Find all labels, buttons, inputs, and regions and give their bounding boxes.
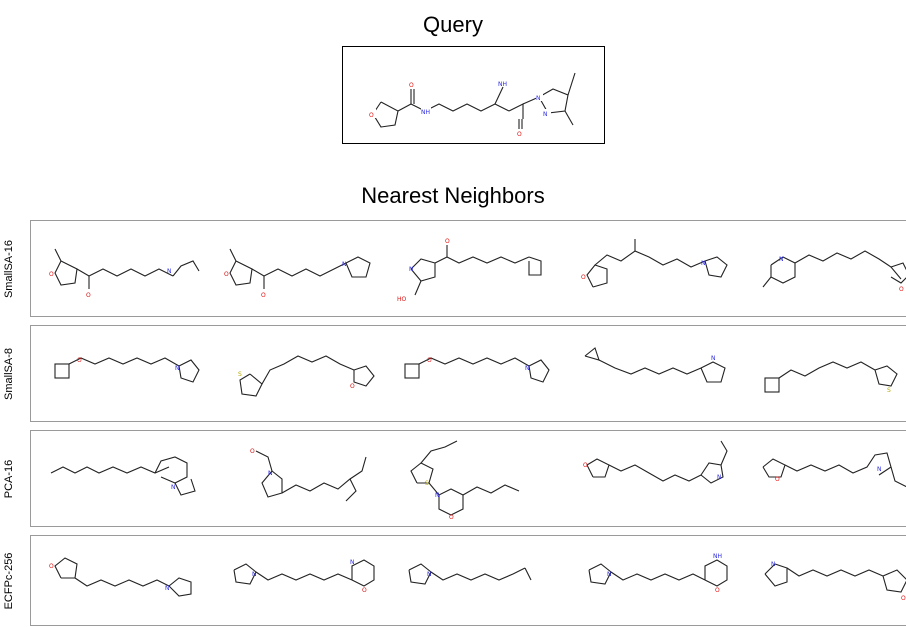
svg-text:N: N — [342, 261, 347, 268]
svg-text:NH: NH — [713, 553, 722, 560]
svg-text:N: N — [536, 95, 541, 102]
row-label: ECFPc-256 — [3, 552, 15, 609]
molecule-structure: O N — [581, 239, 728, 288]
row-smallsa-16: SmallSA-16 O O N O O N N HO O O N N O — [3, 220, 906, 317]
svg-text:O: O — [517, 131, 522, 138]
molecule-structure: S O — [238, 355, 375, 397]
svg-text:N: N — [171, 484, 176, 491]
molecule-structure: N — [408, 563, 532, 585]
svg-text:N: N — [427, 571, 432, 578]
nearest-neighbors-title: Nearest Neighbors — [361, 183, 545, 208]
svg-text:N: N — [525, 365, 530, 372]
query-molecule: O O NH O N N NH — [368, 72, 576, 138]
molecule-structure: S — [764, 361, 898, 394]
molecule-structure: N O NH — [588, 553, 728, 594]
molecule-structure: O N — [404, 357, 550, 383]
svg-text:O: O — [583, 462, 588, 469]
svg-text:N: N — [175, 365, 180, 372]
svg-text:O: O — [449, 514, 454, 521]
svg-text:O: O — [250, 448, 255, 455]
molecule-structure: N — [584, 347, 726, 383]
molecule-structure: N — [50, 456, 196, 496]
svg-text:S: S — [887, 387, 891, 394]
molecule-structure: S O N — [410, 440, 520, 521]
svg-text:O: O — [350, 383, 355, 390]
svg-text:N: N — [350, 559, 355, 566]
molecule-structure: N O — [762, 250, 906, 293]
svg-text:O: O — [224, 271, 229, 278]
svg-text:O: O — [899, 286, 904, 293]
molecule-structure: O N — [583, 440, 728, 484]
svg-text:S: S — [425, 480, 429, 487]
svg-text:O: O — [775, 476, 780, 483]
svg-text:N: N — [877, 466, 882, 473]
svg-text:NH: NH — [498, 81, 507, 88]
svg-text:N: N — [779, 256, 784, 263]
svg-text:N: N — [252, 571, 257, 578]
svg-text:O: O — [409, 82, 414, 89]
svg-text:O: O — [261, 292, 266, 299]
molecule-structure: O N — [49, 557, 192, 597]
molecule-structure: N O N — [233, 559, 375, 594]
svg-text:O: O — [77, 357, 82, 364]
molecule-structure: O N — [762, 452, 906, 488]
svg-text:N: N — [268, 470, 273, 477]
molecule-structure: O N — [54, 357, 200, 383]
svg-text:O: O — [901, 595, 906, 602]
svg-text:N: N — [167, 268, 172, 275]
row-label: SmallSA-16 — [3, 239, 15, 298]
svg-text:N: N — [435, 492, 440, 499]
svg-text:O: O — [49, 563, 54, 570]
svg-text:N: N — [701, 260, 706, 267]
svg-text:NH: NH — [421, 109, 430, 116]
query-title: Query — [423, 12, 483, 37]
molecule-structure: ON — [250, 448, 367, 502]
svg-text:N: N — [543, 111, 548, 118]
molecule-structure: N O — [764, 561, 906, 602]
svg-text:N: N — [607, 571, 612, 578]
row-label: SmallSA-8 — [3, 347, 15, 400]
svg-text:O: O — [369, 112, 374, 119]
svg-text:N: N — [409, 266, 414, 273]
molecule-structure: O O N — [49, 248, 200, 299]
molecule-structure: O O N — [224, 248, 371, 299]
svg-text:HO: HO — [397, 296, 407, 303]
svg-text:O: O — [581, 274, 586, 281]
svg-text:S: S — [238, 371, 242, 378]
query-molecule-frame: O O NH O N N NH — [342, 46, 605, 144]
svg-text:O: O — [427, 357, 432, 364]
svg-text:O: O — [86, 292, 91, 299]
svg-text:O: O — [49, 271, 54, 278]
svg-text:N: N — [717, 474, 722, 481]
svg-text:N: N — [711, 355, 716, 362]
svg-text:O: O — [362, 587, 367, 594]
svg-text:N: N — [771, 561, 776, 568]
svg-text:O: O — [715, 587, 720, 594]
row-label: PCA-16 — [3, 459, 15, 498]
svg-text:N: N — [165, 585, 170, 592]
svg-text:O: O — [445, 238, 450, 245]
row-smallsa-8: SmallSA-8 O N S O O N N S — [3, 325, 906, 422]
molecule-structure: N HO O — [397, 238, 542, 303]
